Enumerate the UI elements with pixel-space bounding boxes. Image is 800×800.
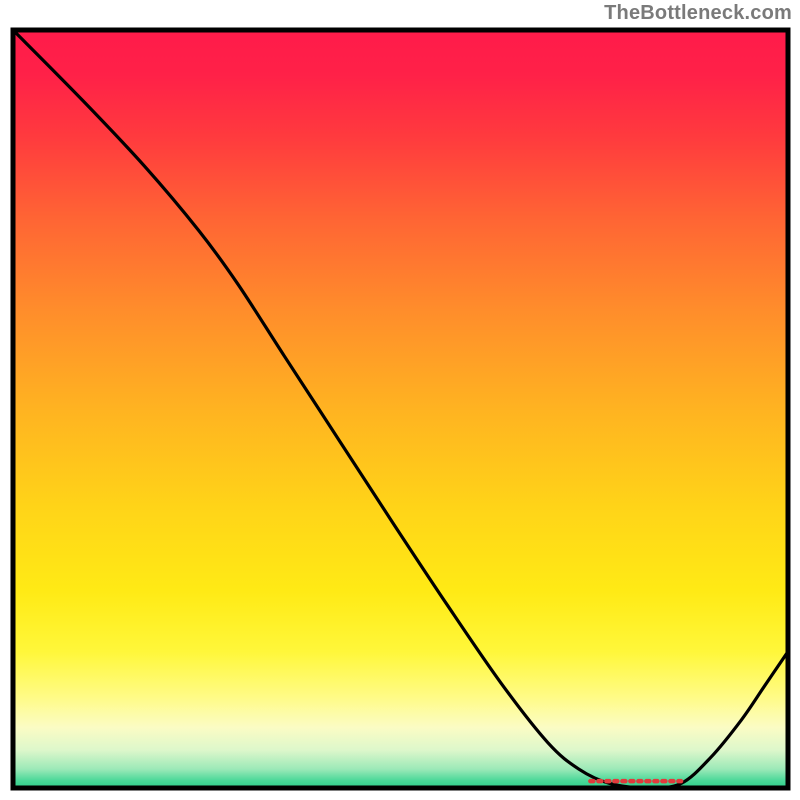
- chart-container: TheBottleneck.com: [0, 0, 800, 800]
- gradient-background: [13, 30, 788, 788]
- bottleneck-chart: [0, 0, 800, 800]
